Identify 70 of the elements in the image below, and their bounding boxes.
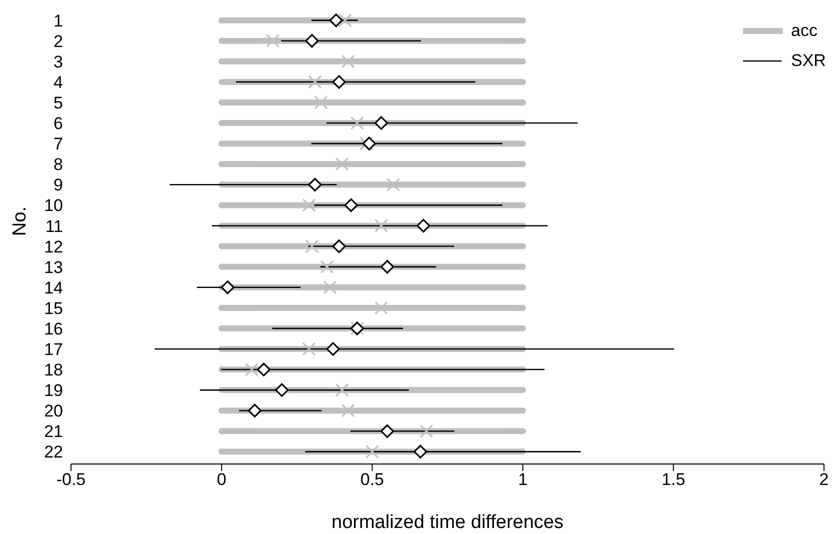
point (335, 157, 349, 171)
y-tick-label: 8 (54, 155, 63, 174)
y-tick-label: 3 (54, 52, 63, 72)
point (374, 218, 388, 233)
point (256, 362, 271, 376)
point (365, 444, 379, 458)
x-tick-label: 0 (216, 470, 226, 490)
y-tick-label: 17 (44, 340, 63, 360)
point (380, 424, 394, 438)
y-tick-label: 11 (45, 216, 63, 236)
point (266, 34, 280, 48)
y-tick-label: 22 (44, 442, 63, 462)
y-tick-label: 20 (44, 402, 63, 421)
point (320, 260, 334, 274)
point (305, 34, 319, 48)
point (374, 301, 388, 315)
y-tick-label: 1 (54, 11, 63, 30)
point (302, 342, 316, 356)
y-axis-title: No. (10, 206, 31, 236)
point (380, 260, 394, 274)
y-tick-label: 14 (44, 278, 63, 298)
y-tick-label: 19 (44, 381, 63, 400)
y-tick-label: 2 (54, 32, 63, 51)
legend-label: acc (791, 21, 818, 41)
point (414, 444, 428, 458)
point (314, 96, 328, 110)
point (275, 383, 289, 397)
y-tick-label: 4 (54, 72, 63, 92)
point (362, 136, 376, 150)
point (308, 75, 322, 89)
y-tick-label: 9 (54, 176, 63, 195)
y-tick-label: 18 (44, 360, 63, 380)
point (335, 383, 349, 397)
point (302, 198, 316, 212)
x-tick-label: 2 (819, 470, 829, 490)
y-tick-label: 13 (44, 258, 63, 277)
point (308, 178, 322, 192)
x-axis-title: normalized time differences (332, 512, 564, 533)
y-tick-label: 12 (44, 237, 63, 256)
y-tick-label: 21 (44, 422, 63, 442)
point (344, 198, 358, 212)
point (332, 75, 346, 89)
legend-label: SXR (791, 51, 826, 71)
point (341, 404, 355, 418)
point (332, 239, 346, 254)
x-tick-label: 1 (518, 470, 528, 490)
x-tick-label: 1.5 (662, 470, 686, 490)
point (326, 342, 340, 356)
y-tick-label: 10 (44, 196, 63, 216)
point (338, 14, 352, 28)
point (220, 280, 234, 294)
point (305, 239, 319, 254)
point (244, 362, 259, 376)
point (374, 116, 388, 130)
y-tick-label: 5 (54, 94, 63, 113)
point (420, 424, 434, 438)
x-tick-label: 0.5 (360, 470, 384, 490)
point (416, 218, 430, 233)
point (350, 116, 364, 130)
y-tick-label: 7 (54, 134, 63, 154)
y-tick-label: 16 (44, 319, 63, 338)
point (359, 136, 373, 150)
point (329, 14, 343, 28)
x-tick-label: -0.5 (56, 470, 86, 490)
point (341, 54, 355, 68)
point (386, 178, 400, 192)
point (323, 280, 337, 294)
y-tick-label: 6 (54, 114, 63, 134)
point (248, 404, 262, 418)
y-tick-label: 15 (44, 298, 63, 318)
